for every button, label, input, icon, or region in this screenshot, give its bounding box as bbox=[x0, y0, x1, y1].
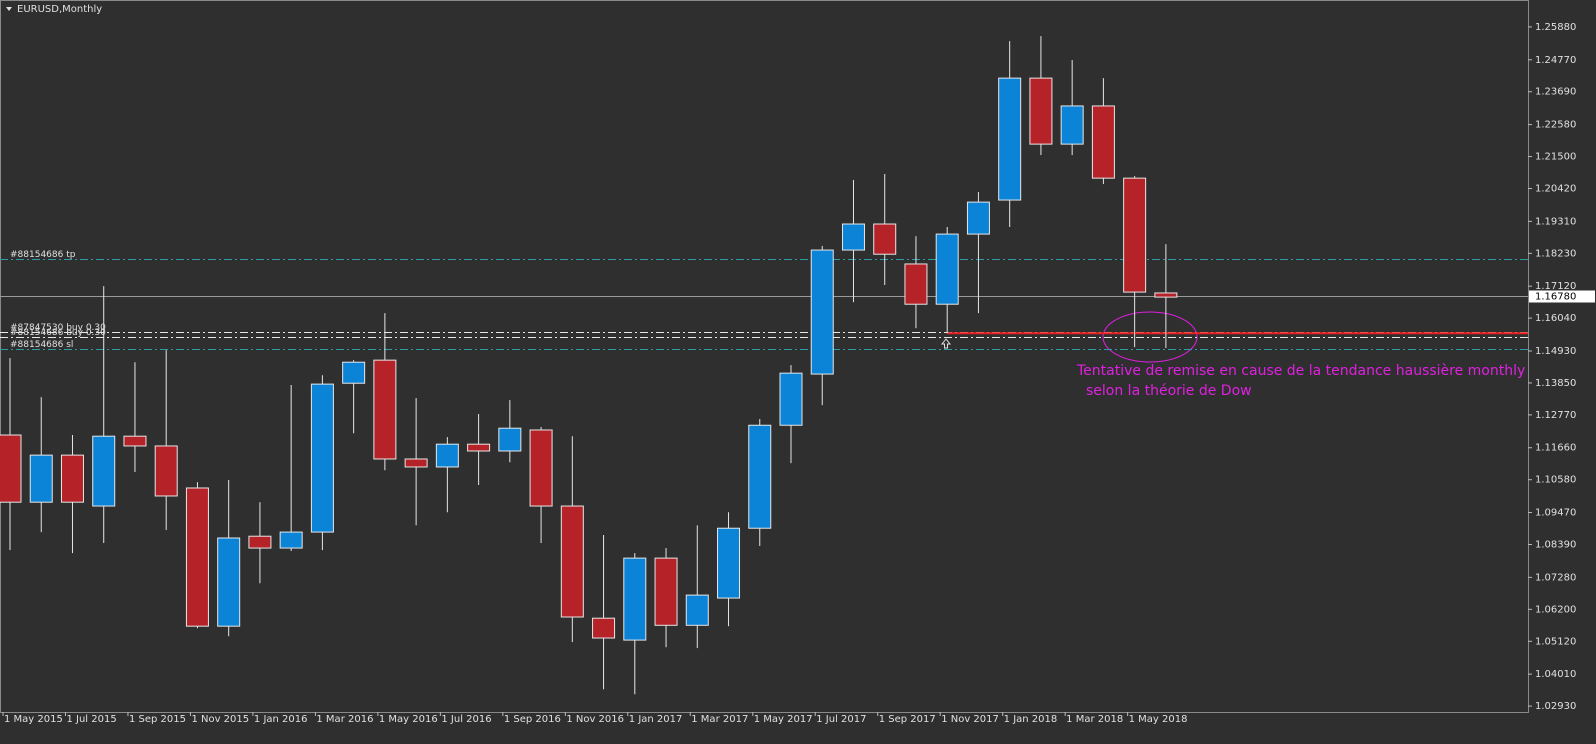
candle-body bbox=[592, 617, 616, 639]
y-tick-label: 1.07280 bbox=[1535, 572, 1576, 583]
order-label: #88154686 sl bbox=[10, 340, 73, 350]
y-tick-label: 1.16040 bbox=[1535, 313, 1576, 324]
chart-title: EURUSD,Monthly bbox=[17, 4, 102, 15]
y-tick-label: 1.08390 bbox=[1535, 540, 1576, 551]
plot-frame bbox=[0, 0, 1529, 713]
candle-body bbox=[310, 383, 334, 533]
x-tick-label: 1 Jul 2016 bbox=[441, 714, 491, 725]
y-tick-label: 1.17120 bbox=[1535, 281, 1576, 292]
candle-body bbox=[29, 454, 53, 503]
x-tick-label: 1 Mar 2017 bbox=[691, 714, 748, 725]
candle-body bbox=[560, 505, 584, 618]
candle-body bbox=[966, 201, 990, 235]
x-tick-label: 1 Nov 2015 bbox=[191, 714, 249, 725]
price-tag bbox=[1529, 290, 1595, 303]
candle-body bbox=[154, 445, 178, 497]
y-tick-label: 1.13850 bbox=[1535, 378, 1576, 389]
y-tick-label: 1.12770 bbox=[1535, 410, 1576, 421]
candle-body bbox=[904, 263, 928, 305]
x-tick-label: 1 Sep 2016 bbox=[504, 714, 561, 725]
y-tick-label: 1.18230 bbox=[1535, 248, 1576, 259]
y-tick-label: 1.14930 bbox=[1535, 346, 1576, 357]
candle-body bbox=[435, 443, 459, 468]
x-tick-label: 1 May 2017 bbox=[754, 714, 813, 725]
y-tick-label: 1.05120 bbox=[1535, 636, 1576, 647]
candle-body bbox=[529, 429, 553, 507]
candle-body bbox=[779, 372, 803, 426]
y-tick-label: 1.22580 bbox=[1535, 120, 1576, 131]
y-tick-label: 1.19310 bbox=[1535, 216, 1576, 227]
y-tick-label: 1.02930 bbox=[1535, 701, 1576, 712]
y-tick-label: 1.06200 bbox=[1535, 604, 1576, 615]
candle-body bbox=[841, 223, 865, 251]
order-label: #88154686 buy 0.30 bbox=[10, 328, 106, 338]
candle-body bbox=[185, 487, 209, 627]
candle-body bbox=[1123, 177, 1147, 293]
candle-body bbox=[1154, 292, 1178, 298]
y-tick-label: 1.04010 bbox=[1535, 669, 1576, 680]
x-tick-label: 1 May 2015 bbox=[4, 714, 63, 725]
candle-body bbox=[0, 434, 22, 503]
x-tick-label: 1 Nov 2017 bbox=[941, 714, 999, 725]
candle-body bbox=[623, 557, 647, 641]
candle-body bbox=[123, 435, 147, 447]
candle-body bbox=[935, 233, 959, 305]
candle-body bbox=[685, 594, 709, 626]
x-tick-label: 1 Sep 2017 bbox=[879, 714, 936, 725]
menu-arrow[interactable] bbox=[6, 7, 12, 11]
x-tick-label: 1 Mar 2018 bbox=[1066, 714, 1123, 725]
x-tick-label: 1 Mar 2016 bbox=[316, 714, 373, 725]
candle-body bbox=[1091, 105, 1115, 179]
candle-body bbox=[748, 424, 772, 529]
candle-body bbox=[717, 527, 741, 599]
candle-body bbox=[654, 557, 678, 626]
current-price-label: 1.16780 bbox=[1535, 292, 1576, 303]
candle-body bbox=[998, 77, 1022, 201]
y-tick-label: 1.09470 bbox=[1535, 508, 1576, 519]
candle-body bbox=[810, 249, 834, 375]
candle-body bbox=[1029, 77, 1053, 145]
candle-body bbox=[373, 359, 397, 460]
y-tick-label: 1.25880 bbox=[1535, 22, 1576, 33]
y-tick-label: 1.11660 bbox=[1535, 443, 1576, 454]
buy-arrow bbox=[940, 338, 952, 349]
candle-body bbox=[248, 535, 272, 549]
candle-body bbox=[1060, 105, 1084, 145]
candle-body bbox=[92, 435, 116, 507]
x-tick-label: 1 Sep 2015 bbox=[129, 714, 186, 725]
candle-body bbox=[342, 361, 366, 384]
y-tick-label: 1.20420 bbox=[1535, 184, 1576, 195]
y-tick-label: 1.21500 bbox=[1535, 152, 1576, 163]
candle-body bbox=[279, 531, 303, 549]
candle-body bbox=[467, 443, 491, 452]
y-tick-label: 1.23690 bbox=[1535, 87, 1576, 98]
candle-body bbox=[873, 223, 897, 255]
x-tick-label: 1 May 2016 bbox=[379, 714, 438, 725]
x-tick-label: 1 Jan 2016 bbox=[254, 714, 308, 725]
x-tick-label: 1 May 2018 bbox=[1129, 714, 1188, 725]
order-label: #88154686 tp bbox=[10, 250, 76, 260]
order-label: #87847530 buy 0.30 bbox=[10, 323, 106, 333]
x-tick-label: 1 Jan 2017 bbox=[629, 714, 683, 725]
annotation-text: selon la théorie de Dow bbox=[1086, 383, 1252, 399]
candle-body bbox=[217, 537, 241, 627]
candle-body bbox=[60, 454, 84, 503]
y-tick-label: 1.10580 bbox=[1535, 475, 1576, 486]
candle-body bbox=[498, 427, 522, 452]
x-tick-label: 1 Jan 2018 bbox=[1004, 714, 1058, 725]
x-tick-label: 1 Jul 2017 bbox=[816, 714, 866, 725]
candle-body bbox=[404, 458, 428, 468]
x-tick-label: 1 Nov 2016 bbox=[566, 714, 624, 725]
x-tick-label: 1 Jul 2015 bbox=[66, 714, 116, 725]
y-tick-label: 1.24770 bbox=[1535, 55, 1576, 66]
annotation-text: Tentative de remise en cause de la tenda… bbox=[1076, 363, 1525, 379]
